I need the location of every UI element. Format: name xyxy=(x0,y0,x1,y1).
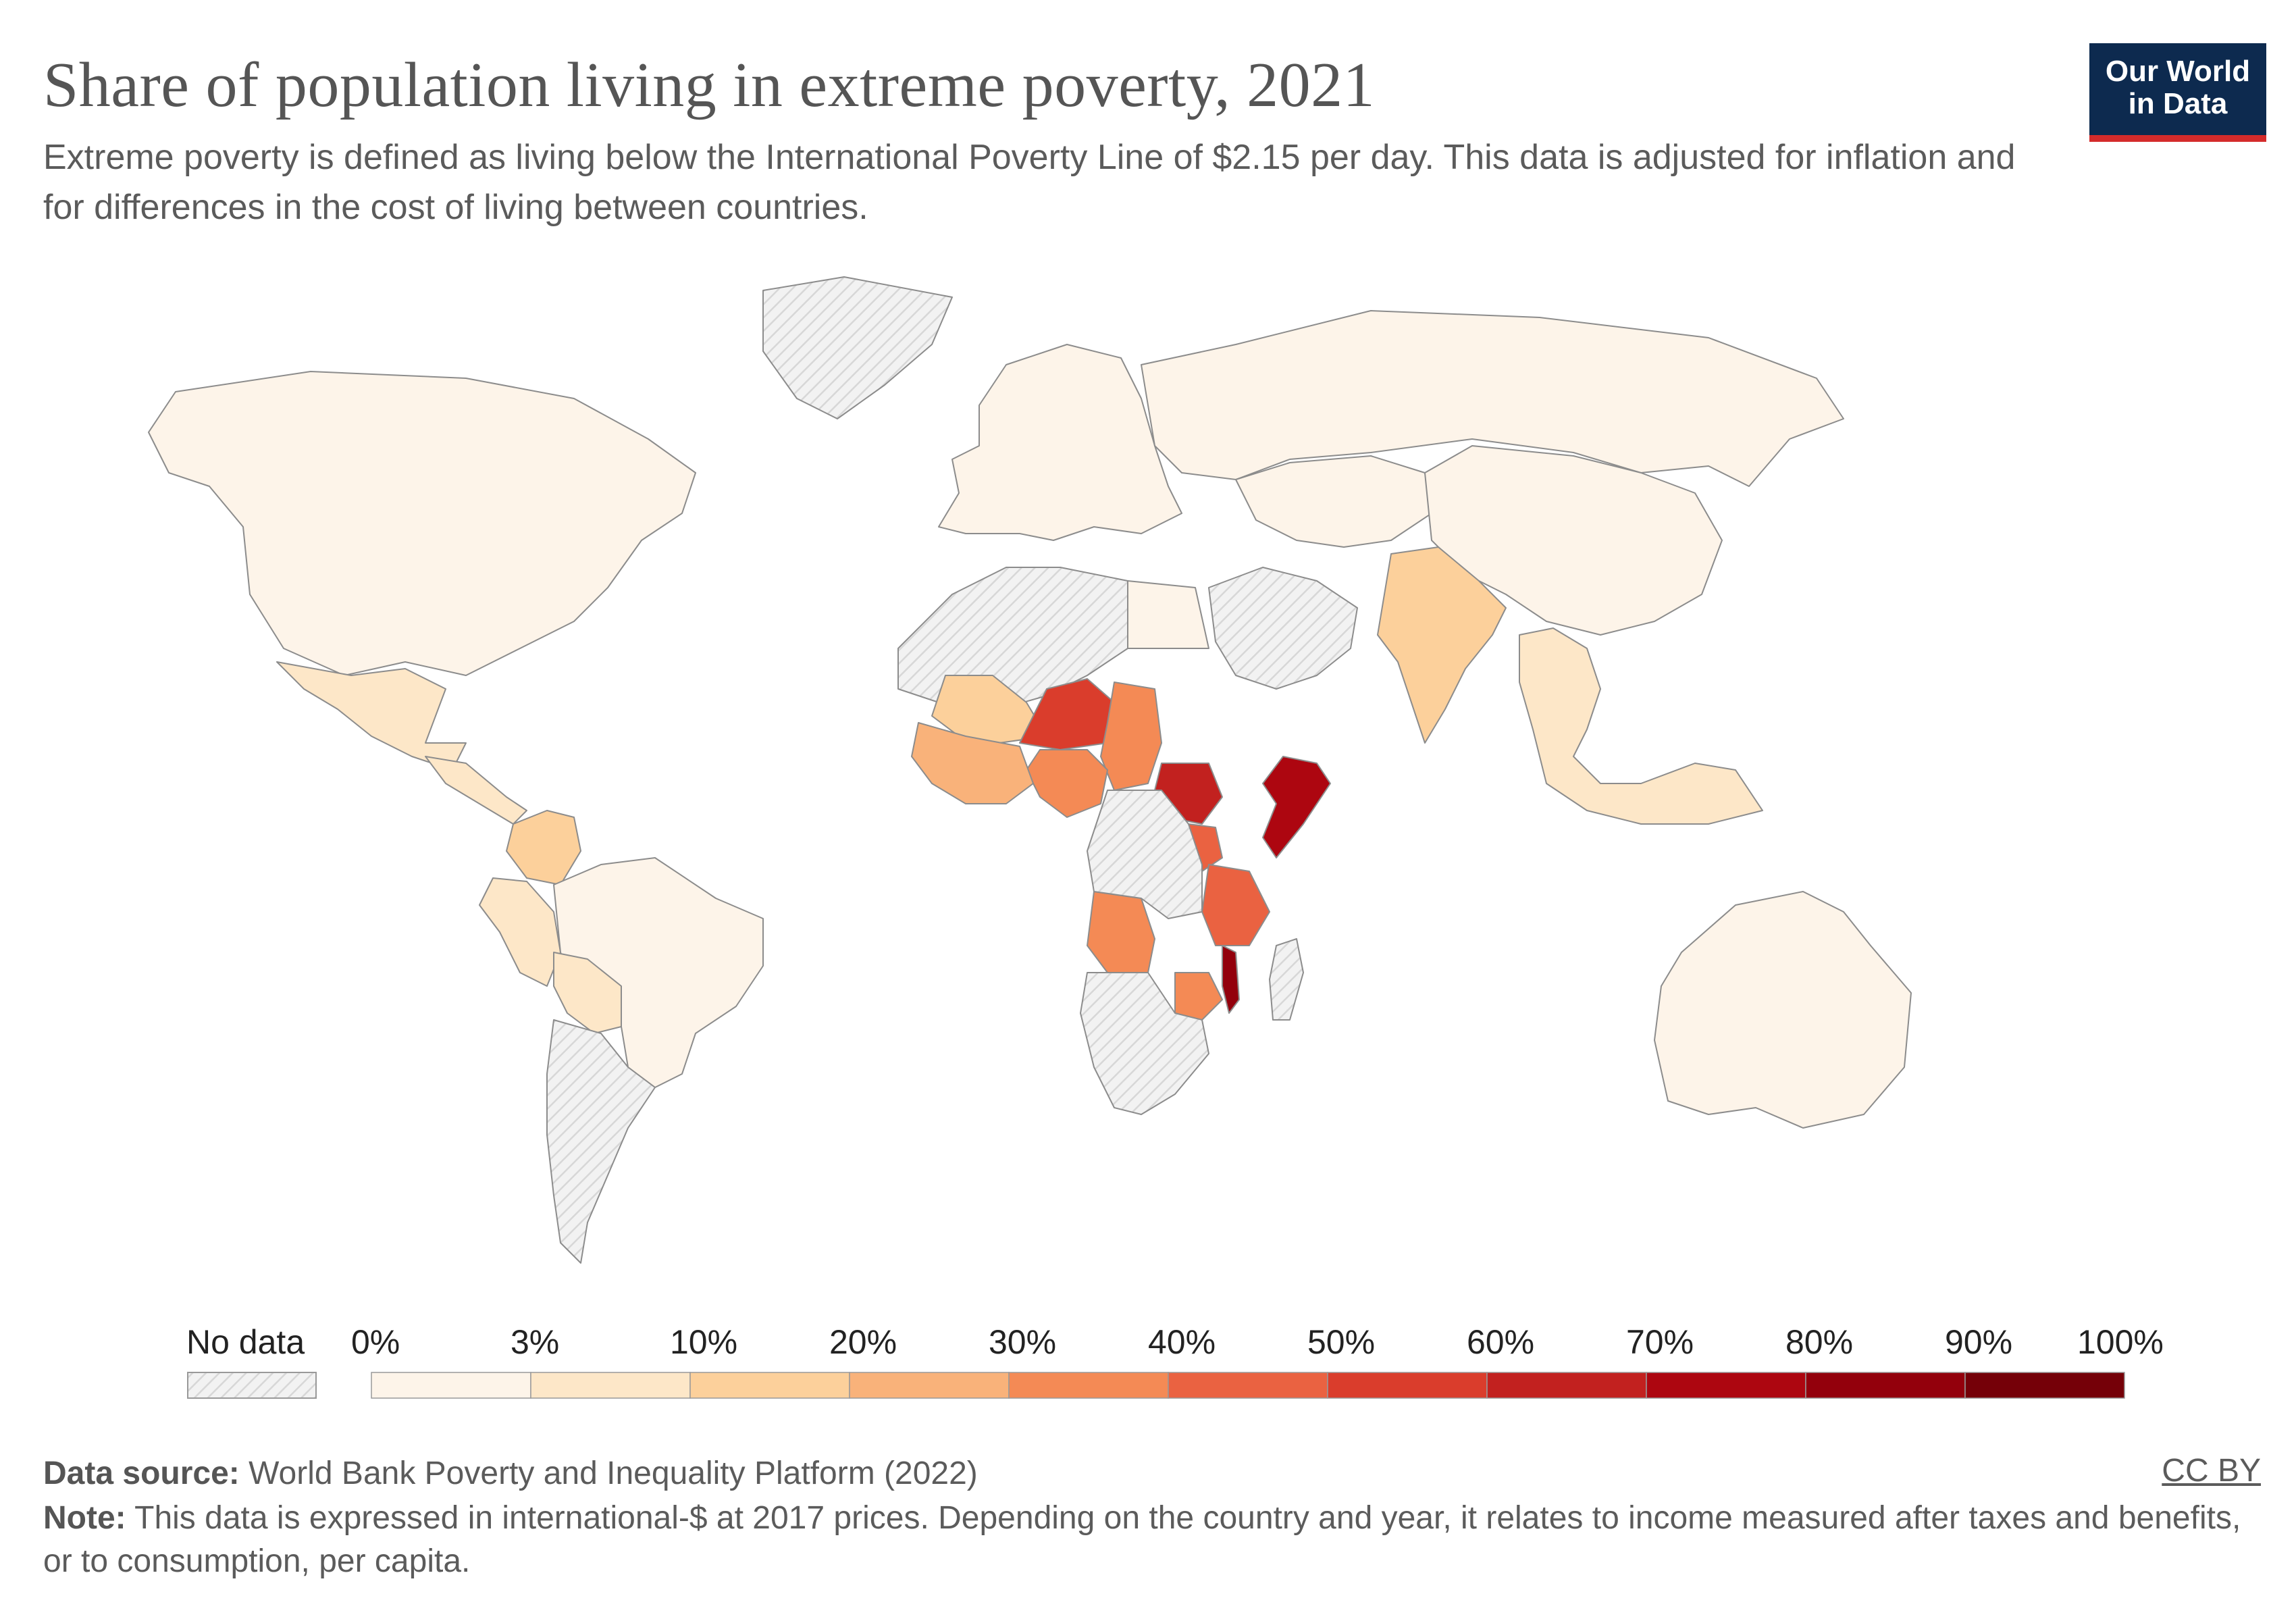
data-source: Data source: World Bank Poverty and Ineq… xyxy=(43,1452,2245,1495)
country-region[interactable] xyxy=(1201,864,1270,946)
logo-line-2: in Data xyxy=(2128,87,2228,120)
legend-tick-label: 80% xyxy=(1785,1323,1854,1361)
country-region[interactable] xyxy=(553,952,622,1034)
legend-tick-label: 70% xyxy=(1626,1323,1694,1361)
legend-no-data-swatch xyxy=(187,1372,317,1399)
country-region[interactable] xyxy=(546,1019,656,1264)
note: Note: This data is expressed in internat… xyxy=(43,1497,2245,1583)
legend-swatches xyxy=(187,1372,2125,1399)
legend-tick-label: 90% xyxy=(1945,1323,2013,1361)
country-region[interactable] xyxy=(479,877,561,987)
country-region[interactable] xyxy=(1141,310,1844,487)
legend-tick-label: 30% xyxy=(989,1323,1057,1361)
legend-swatch xyxy=(1646,1372,1806,1399)
legend-swatch xyxy=(1168,1372,1328,1399)
country-region[interactable] xyxy=(1127,580,1209,649)
logo-accent-bar xyxy=(2089,135,2266,142)
chart-subtitle: Extreme poverty is defined as living bel… xyxy=(43,138,2016,227)
country-region[interactable] xyxy=(1080,972,1209,1115)
country-region[interactable] xyxy=(425,756,527,825)
license-link[interactable]: CC BY xyxy=(2162,1453,2261,1489)
legend-tick-label: 0% xyxy=(351,1323,400,1361)
country-region[interactable] xyxy=(897,567,1128,710)
note-label: Note: xyxy=(43,1500,126,1536)
world-map xyxy=(148,276,1912,1264)
country-region[interactable] xyxy=(938,344,1182,541)
legend-swatch xyxy=(1486,1372,1647,1399)
country-region[interactable] xyxy=(1087,790,1203,919)
legend-swatch xyxy=(530,1372,691,1399)
country-region[interactable] xyxy=(1019,678,1115,750)
country-region[interactable] xyxy=(1377,546,1507,744)
legend-tick-label: 50% xyxy=(1307,1323,1376,1361)
legend-swatch xyxy=(689,1372,850,1399)
country-region[interactable] xyxy=(1100,681,1162,791)
note-text: This data is expressed in international-… xyxy=(43,1500,2241,1579)
country-region[interactable] xyxy=(911,722,1034,804)
country-region[interactable] xyxy=(1654,891,1912,1129)
country-region[interactable] xyxy=(1222,945,1240,1014)
logo-line-1: Our World xyxy=(2105,55,2251,88)
legend-swatch xyxy=(1008,1372,1169,1399)
legend-tick-label: 100% xyxy=(2077,1323,2164,1361)
source-label: Data source: xyxy=(43,1456,240,1491)
legend-tick-label: 10% xyxy=(670,1323,738,1361)
owid-logo[interactable]: Our World in Data xyxy=(2089,43,2266,142)
legend-swatch xyxy=(1964,1372,2125,1399)
country-region[interactable] xyxy=(1262,756,1331,858)
country-region[interactable] xyxy=(1235,455,1432,548)
country-region[interactable] xyxy=(762,276,953,419)
legend-tick-label: 60% xyxy=(1467,1323,1535,1361)
country-region[interactable] xyxy=(148,371,696,676)
country-region[interactable] xyxy=(1087,891,1155,973)
country-region[interactable] xyxy=(1208,567,1358,690)
country-region[interactable] xyxy=(1269,938,1304,1021)
country-region[interactable] xyxy=(1519,627,1763,825)
legend-swatch xyxy=(371,1372,531,1399)
source-text: World Bank Poverty and Inequality Platfo… xyxy=(249,1456,978,1491)
legend-tick-label: 40% xyxy=(1148,1323,1216,1361)
chart-title: Share of population living in extreme po… xyxy=(43,50,1376,120)
legend-tick-label: 20% xyxy=(829,1323,897,1361)
legend-swatch xyxy=(849,1372,1010,1399)
legend-tick-label: 3% xyxy=(511,1323,560,1361)
color-legend: No data 0% 3% 10% 20% 30% 40% 50% 60% 70% 80% 90% 1… xyxy=(0,1310,2296,1405)
country-region[interactable] xyxy=(1026,749,1108,818)
legend-swatch xyxy=(1327,1372,1488,1399)
country-region[interactable] xyxy=(276,661,467,771)
legend-no-data-label: No data xyxy=(186,1323,305,1361)
legend-swatch xyxy=(1805,1372,1966,1399)
country-region[interactable] xyxy=(506,810,581,885)
country-region[interactable] xyxy=(1174,972,1223,1021)
